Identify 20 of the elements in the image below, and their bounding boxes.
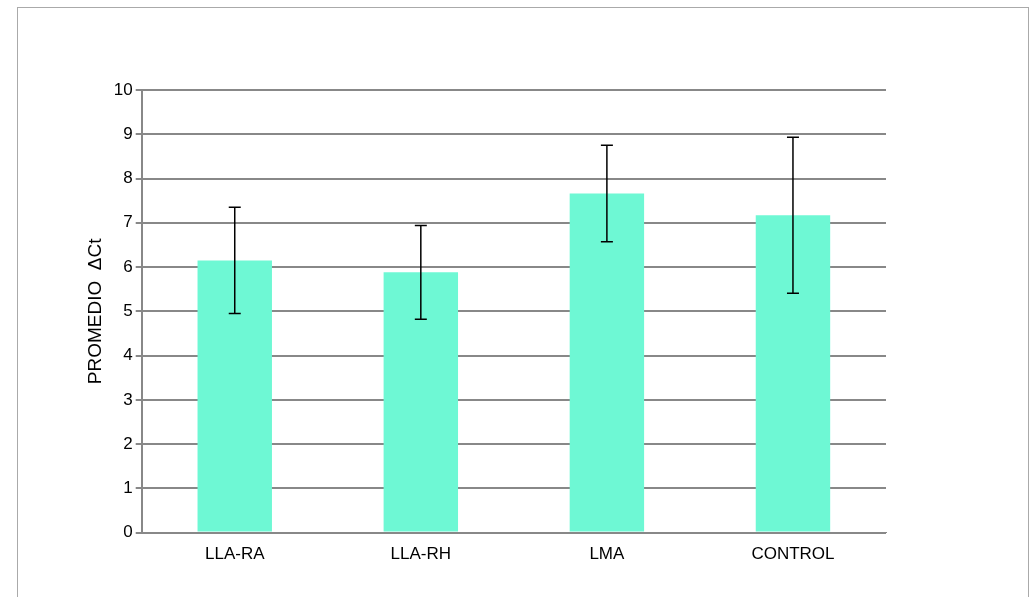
y-tick-label: 6 bbox=[123, 256, 133, 276]
y-tick-label: 5 bbox=[123, 300, 133, 320]
bar bbox=[197, 260, 272, 532]
y-tick-label: 9 bbox=[123, 123, 133, 143]
x-tick-label: CONTROL bbox=[751, 544, 835, 564]
bar bbox=[755, 215, 831, 532]
y-tick-label: 7 bbox=[123, 212, 133, 232]
bar bbox=[383, 272, 459, 532]
y-tick-label: 1 bbox=[123, 478, 133, 498]
y-tick-label: 2 bbox=[123, 433, 133, 453]
x-tick-label: LMA bbox=[589, 544, 626, 564]
y-tick-label: 4 bbox=[123, 345, 133, 365]
y-tick-label: 0 bbox=[123, 522, 133, 542]
y-tick-label: 3 bbox=[123, 389, 133, 409]
x-tick-label: LLA-RA bbox=[204, 544, 266, 564]
x-tick-label: LLA-RH bbox=[390, 544, 452, 564]
y-tick-label: 10 bbox=[113, 79, 133, 99]
y-axis-title: PROMEDIO ΔCt bbox=[83, 237, 105, 385]
y-tick-label: 8 bbox=[123, 168, 133, 188]
bar bbox=[569, 193, 645, 532]
